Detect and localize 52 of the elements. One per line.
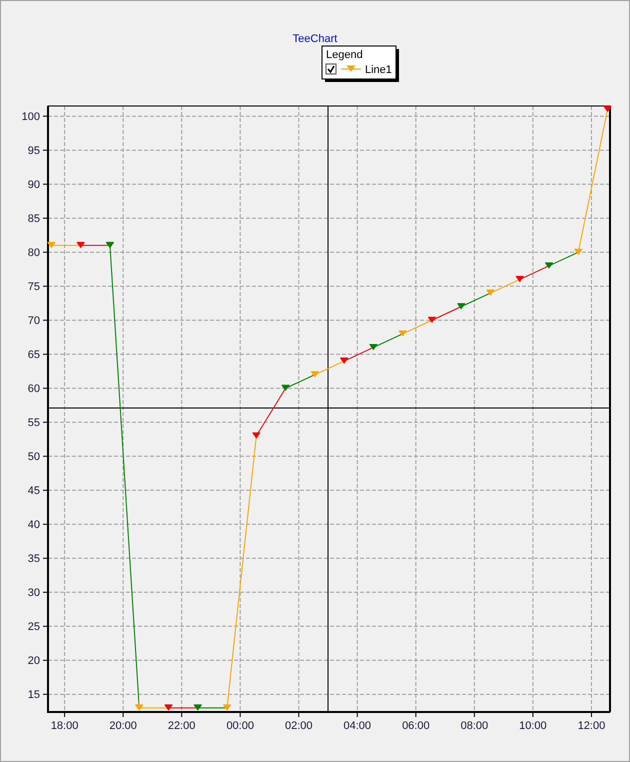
- point: [428, 316, 436, 323]
- y-tick-label: 100: [22, 111, 40, 124]
- point: [310, 371, 319, 378]
- x-tick-label: 02:00: [284, 720, 313, 732]
- x-tick-label: 12:00: [578, 720, 606, 732]
- point: [106, 242, 114, 248]
- y-tick-label: 65: [28, 349, 40, 362]
- point: [545, 262, 554, 268]
- y-tick-label: 55: [28, 417, 40, 430]
- point: [47, 242, 56, 248]
- x-tick-label: 18:00: [50, 720, 78, 732]
- point: [340, 358, 348, 364]
- y-tick-label: 75: [28, 281, 40, 294]
- y-tick-label: 80: [28, 247, 40, 260]
- point: [516, 276, 524, 282]
- y-tick-label: 20: [28, 655, 40, 668]
- y-tick-label: 30: [28, 587, 40, 600]
- x-tick-label: 22:00: [168, 720, 196, 732]
- point: [223, 704, 232, 710]
- point: [574, 248, 582, 255]
- point: [486, 290, 494, 296]
- point: [457, 303, 466, 310]
- x-tick-label: 08:00: [460, 720, 488, 732]
- x-tick-label: 20:00: [109, 720, 137, 732]
- point: [252, 432, 260, 438]
- y-tick-label: 45: [28, 485, 40, 498]
- y-tick-label: 50: [28, 451, 40, 464]
- legend-title: Legend: [326, 49, 363, 61]
- y-tick-label: 35: [28, 553, 40, 566]
- y-tick-label: 15: [28, 689, 40, 702]
- point: [164, 704, 172, 710]
- y-tick-label: 25: [28, 621, 40, 634]
- x-tick-label: 10:00: [519, 720, 547, 732]
- point: [135, 704, 144, 710]
- point: [398, 330, 407, 336]
- x-tick-label: 04:00: [344, 720, 372, 732]
- point: [282, 384, 290, 391]
- chart-title: TeeChart: [292, 33, 338, 45]
- point: [604, 106, 612, 112]
- y-tick-label: 85: [28, 213, 40, 226]
- y-tick-label: 40: [28, 519, 40, 532]
- y-tick-label: 70: [28, 315, 40, 328]
- point: [76, 242, 85, 248]
- legend-label: Line1: [365, 64, 392, 76]
- x-tick-label: 06:00: [402, 720, 430, 732]
- point: [369, 344, 378, 350]
- line-series: [47, 106, 612, 710]
- y-tick-label: 95: [28, 145, 40, 158]
- y-tick-label: 90: [28, 179, 40, 192]
- y-tick-label: 60: [28, 383, 40, 396]
- point: [194, 704, 202, 710]
- x-tick-label: 00:00: [226, 720, 254, 732]
